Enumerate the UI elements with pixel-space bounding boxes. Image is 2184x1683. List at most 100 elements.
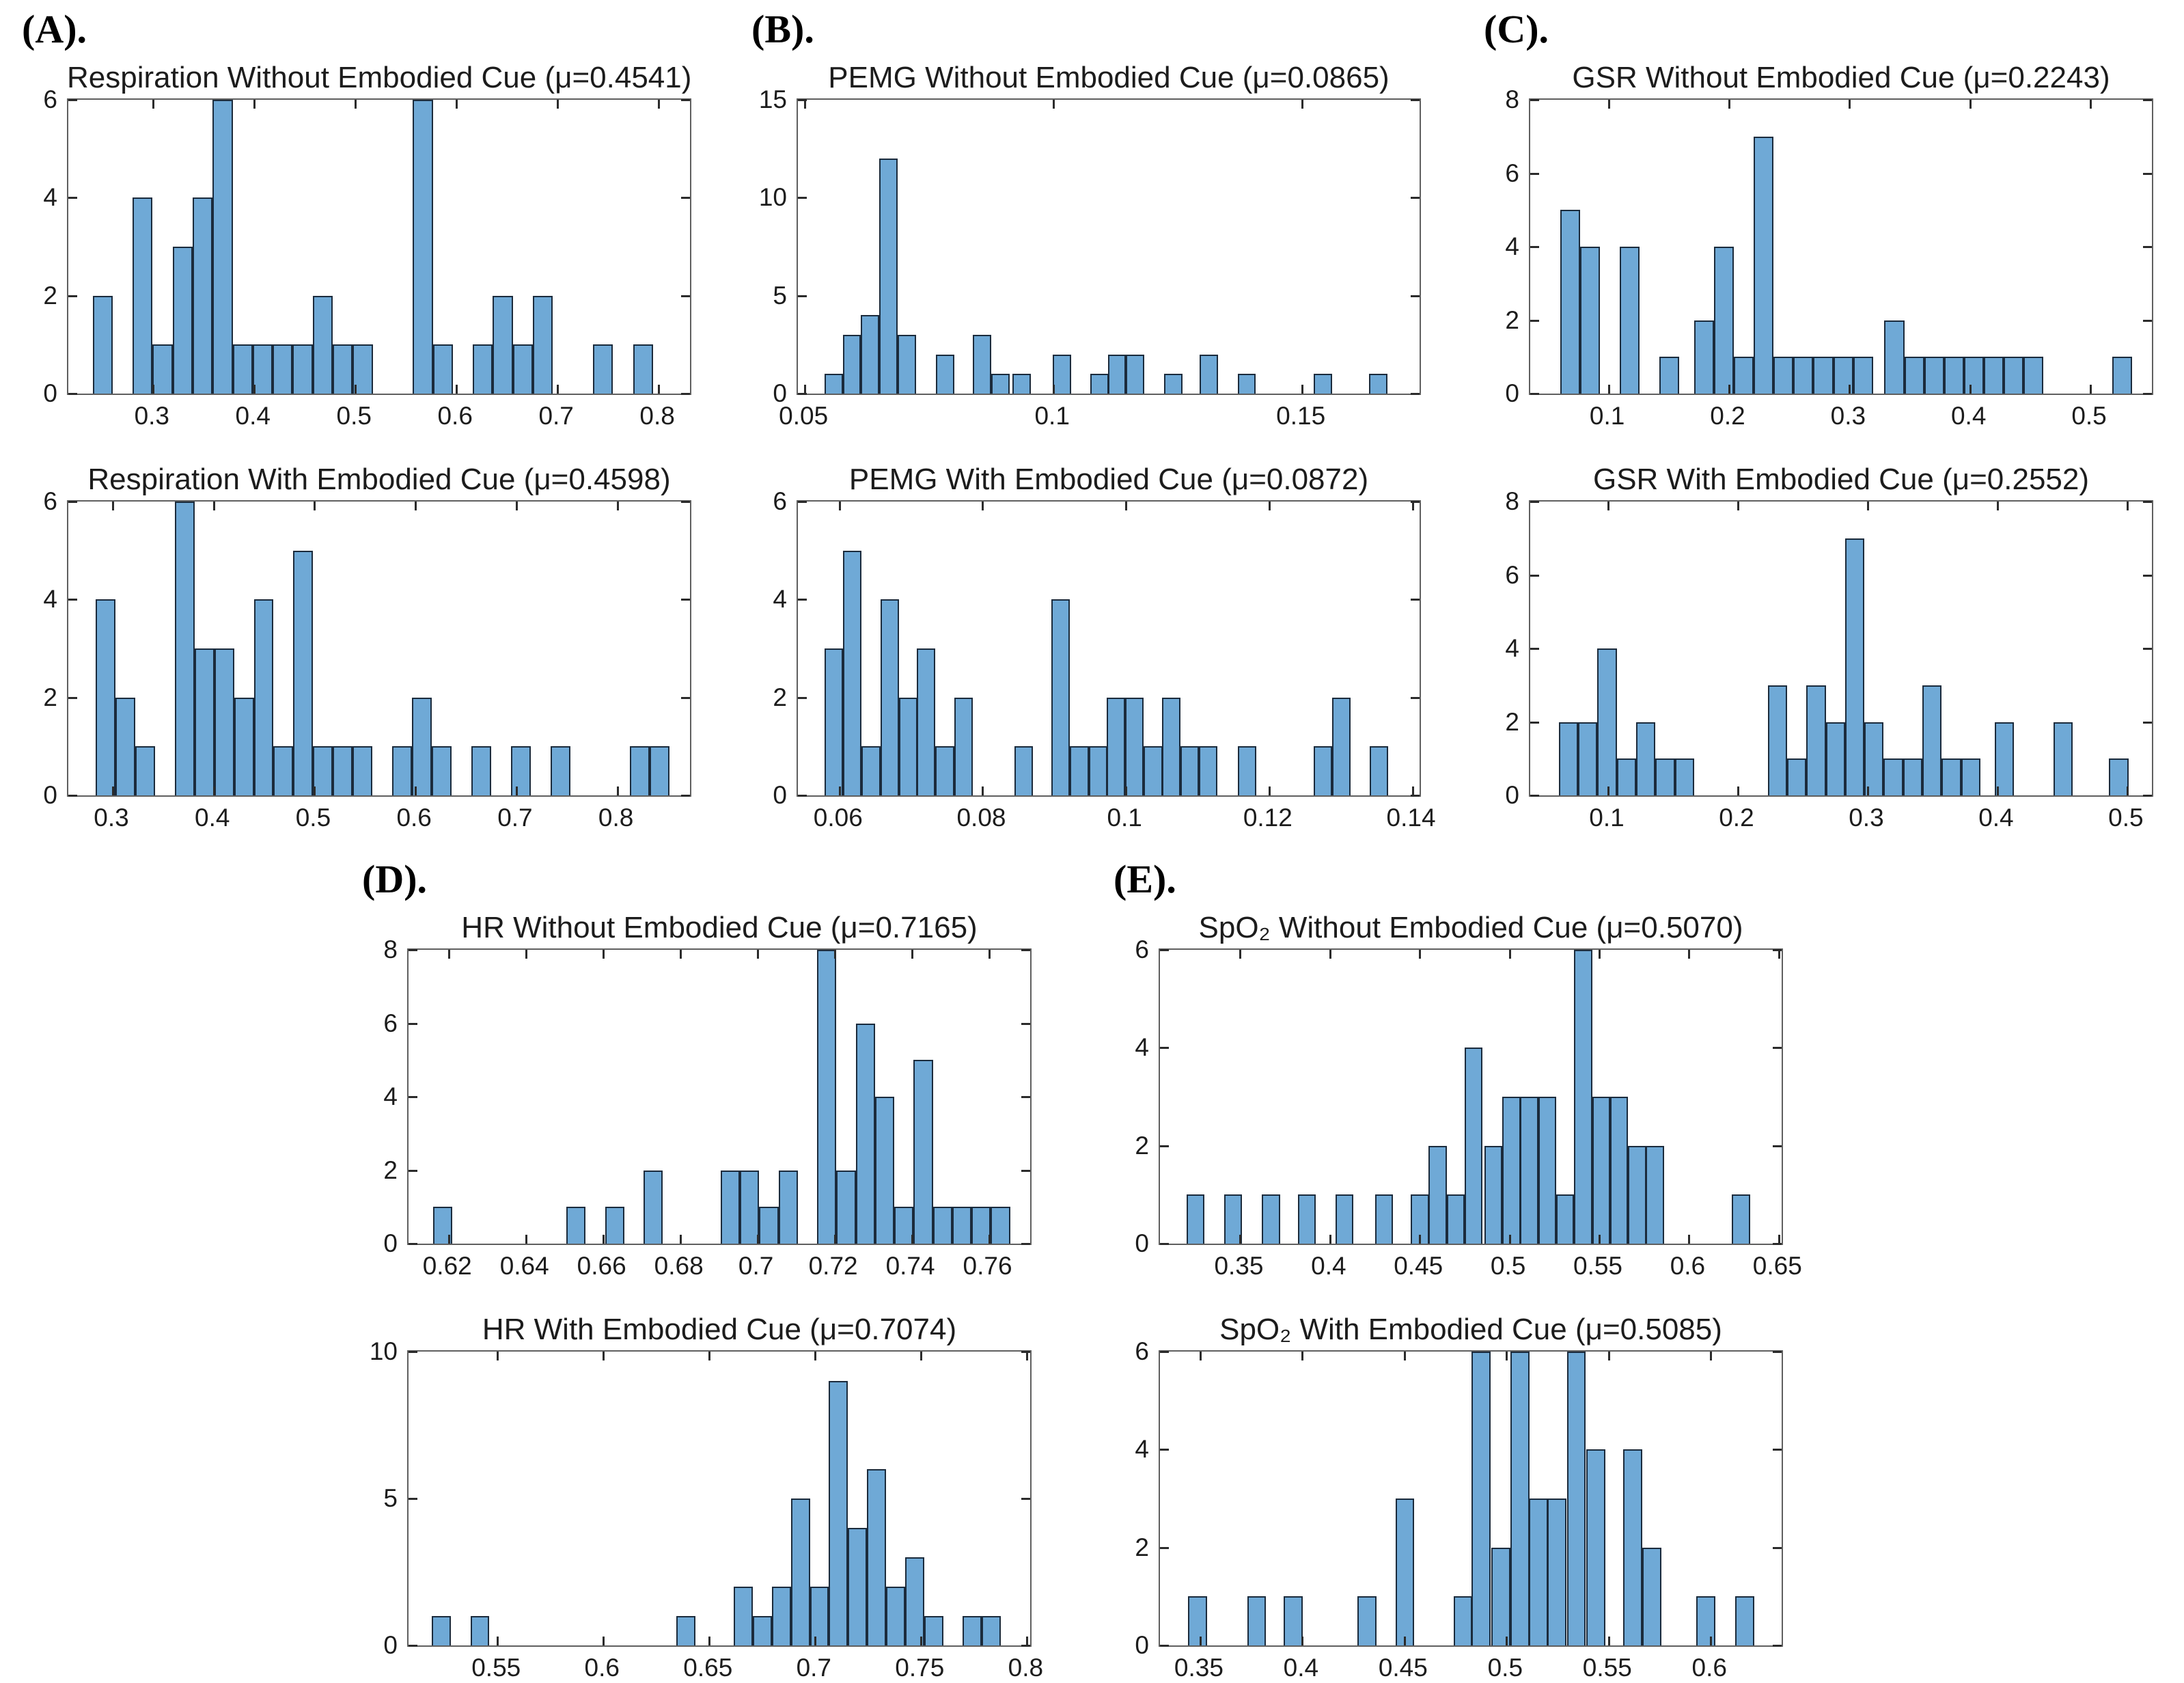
subplot-histogram: GSR With Embodied Cue (μ=0.2552) 0 2 4 6 8 0.1…: [1476, 462, 2166, 836]
y-tick-label: 5: [773, 281, 787, 310]
y-tick-mark: [1160, 1645, 1169, 1647]
histogram-bar: [1616, 758, 1636, 795]
x-tick-mark: [1599, 950, 1601, 959]
histogram-bar: [778, 1170, 798, 1244]
x-tick-label: 0.1: [1589, 804, 1625, 832]
y-tick-mark: [409, 949, 417, 951]
x-tick-mark: [447, 950, 450, 959]
histogram-bar: [1144, 746, 1163, 795]
x-tick-mark: [1849, 100, 1851, 109]
histogram-bar: [194, 648, 215, 795]
x-tick-mark: [1506, 1637, 1508, 1645]
histogram-bar: [1199, 746, 1218, 795]
y-tick-mark: [681, 795, 690, 797]
x-tick-label: 0.4: [1283, 1654, 1319, 1682]
x-tick-mark: [2090, 385, 2092, 394]
x-tick-label: 0.14: [1386, 804, 1436, 832]
x-axis-labels: 0.55 0.6 0.65 0.7 0.75 0.8: [407, 1647, 1043, 1683]
x-tick-mark: [1607, 1352, 1610, 1360]
y-tick-label: 2: [43, 683, 57, 711]
histogram-bar: [1332, 697, 1351, 795]
histogram-bar: [771, 1587, 791, 1645]
x-tick-mark: [515, 786, 518, 795]
histogram-bar: [1628, 1145, 1646, 1244]
x-tick-mark: [1508, 1235, 1511, 1244]
x-tick-mark: [1599, 1235, 1601, 1244]
x-tick-mark: [1607, 786, 1609, 795]
panel-B: (B). PEMG Without Embodied Cue (μ=0.0865)…: [743, 5, 1437, 836]
y-tick-label: 6: [1505, 159, 1519, 187]
histogram-bar: [293, 550, 314, 795]
y-tick-label: 4: [383, 1082, 398, 1110]
x-tick-mark: [1969, 100, 1972, 109]
y-tick-mark: [798, 197, 807, 200]
x-tick-mark: [1737, 786, 1739, 795]
x-tick-mark: [515, 502, 518, 510]
x-tick-label: 0.4: [1311, 1252, 1346, 1280]
histogram-bar: [1983, 357, 2004, 394]
x-tick-label: 0.64: [499, 1252, 549, 1280]
histogram-bar: [1088, 746, 1107, 795]
y-tick-label: 0: [773, 379, 787, 407]
x-tick-label: 0.7: [738, 1252, 774, 1280]
histogram-bar: [95, 599, 115, 795]
histogram-bar: [1793, 357, 1814, 394]
x-tick-mark: [355, 100, 357, 109]
x-tick-label: 0.8: [1008, 1654, 1044, 1682]
histogram-bar: [312, 295, 333, 394]
x-tick-mark: [1688, 1235, 1691, 1244]
x-axis-labels: 0.1 0.2 0.3 0.4 0.5: [1529, 395, 2151, 435]
histogram-bar: [1732, 1194, 1750, 1244]
y-tick-label: 4: [1505, 232, 1519, 260]
histogram-bar: [1357, 1596, 1377, 1645]
y-tick-label: 2: [1505, 305, 1519, 334]
y-tick-label: 0: [43, 781, 57, 809]
histogram-bar: [135, 746, 155, 795]
histogram-bar: [644, 1170, 663, 1244]
x-tick-mark: [1607, 1637, 1610, 1645]
x-tick-label: 0.5: [1490, 1252, 1526, 1280]
y-tick-mark: [2143, 319, 2152, 322]
histogram-bar: [115, 697, 135, 795]
y-tick-mark: [409, 1243, 417, 1245]
histogram-bar: [353, 746, 373, 795]
x-tick-mark: [415, 502, 417, 510]
histogram-bar: [1622, 1449, 1642, 1645]
y-tick-mark: [409, 1498, 417, 1500]
histogram-bar: [855, 1023, 875, 1244]
histogram-bar: [810, 1587, 829, 1645]
x-tick-mark: [602, 1235, 605, 1244]
y-tick-mark: [1530, 172, 1539, 175]
histogram-bar: [1180, 746, 1200, 795]
x-tick-mark: [1301, 1352, 1304, 1360]
x-axis-labels: 0.35 0.4 0.45 0.5 0.55 0.6 0.65: [1159, 1245, 1801, 1285]
panel-E: (E). SpO₂ Without Embodied Cue (μ=0.5070)…: [1105, 856, 1802, 1683]
x-tick-mark: [988, 950, 991, 959]
subplot-histogram: PEMG With Embodied Cue (μ=0.0872) 0 2 4 6 0.0…: [743, 462, 1436, 836]
histogram-bar: [1619, 247, 1640, 394]
x-tick-mark: [1419, 1235, 1422, 1244]
x-tick-label: 0.75: [895, 1654, 945, 1682]
histogram-bar: [1510, 1352, 1530, 1645]
y-tick-mark: [1530, 501, 1539, 503]
x-tick-mark: [603, 1352, 605, 1360]
x-tick-mark: [1403, 1352, 1406, 1360]
x-tick-mark: [1710, 1637, 1713, 1645]
histogram-bar: [1163, 374, 1183, 394]
histogram-bar: [550, 746, 570, 795]
x-tick-mark: [1026, 1352, 1029, 1360]
y-tick-mark: [1530, 246, 1539, 248]
histogram-bar: [2112, 357, 2132, 394]
histogram-bar: [954, 697, 973, 795]
x-tick-mark: [1411, 502, 1414, 510]
histogram-bar: [1186, 1194, 1205, 1244]
x-tick-mark: [838, 786, 841, 795]
y-tick-label: 5: [383, 1484, 398, 1512]
y-tick-mark: [681, 501, 690, 503]
histogram-bar: [898, 335, 917, 394]
y-tick-label: 6: [1135, 1337, 1149, 1365]
histogram-bar: [1395, 1499, 1415, 1645]
x-tick-mark: [112, 502, 114, 510]
histogram-bar: [252, 344, 273, 394]
histogram-bar: [1560, 210, 1581, 394]
